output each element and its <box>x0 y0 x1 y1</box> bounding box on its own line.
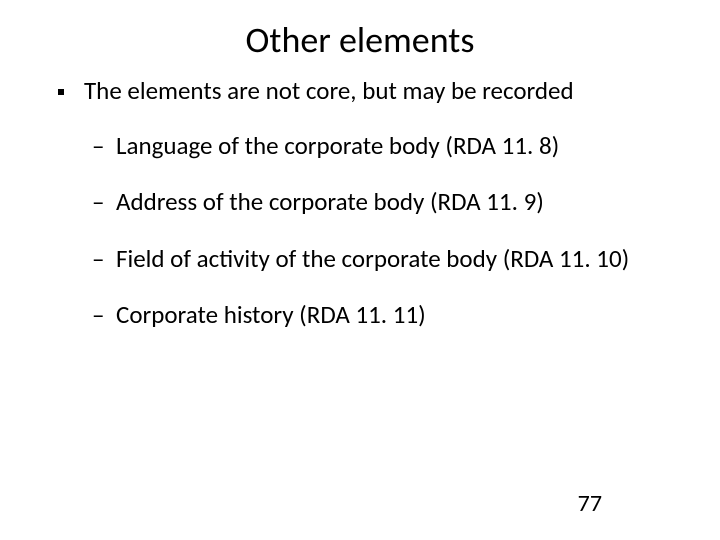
dash-icon: – <box>92 300 106 331</box>
list-item: – Language of the corporate body (RDA 11… <box>92 131 672 162</box>
list-item-text: Corporate history (RDA 11. 11) <box>116 300 672 331</box>
bullet-item: The elements are not core, but may be re… <box>58 76 672 107</box>
slide: Other elements The elements are not core… <box>0 0 720 540</box>
list-item: – Field of activity of the corporate bod… <box>92 244 672 275</box>
dash-icon: – <box>92 131 106 162</box>
bullet-text: The elements are not core, but may be re… <box>84 76 672 107</box>
list-item-text: Language of the corporate body (RDA 11. … <box>116 131 672 162</box>
list-item: – Address of the corporate body (RDA 11.… <box>92 187 672 218</box>
slide-body: The elements are not core, but may be re… <box>0 76 720 331</box>
dash-icon: – <box>92 244 106 275</box>
list-item-text: Field of activity of the corporate body … <box>116 244 672 275</box>
dash-icon: – <box>92 187 106 218</box>
bullet-dot-icon <box>58 89 64 95</box>
page-number: 77 <box>578 489 602 518</box>
list-item: – Corporate history (RDA 11. 11) <box>92 300 672 331</box>
list-item-text: Address of the corporate body (RDA 11. 9… <box>116 187 672 218</box>
sub-list: – Language of the corporate body (RDA 11… <box>58 131 672 331</box>
slide-title: Other elements <box>0 0 720 76</box>
